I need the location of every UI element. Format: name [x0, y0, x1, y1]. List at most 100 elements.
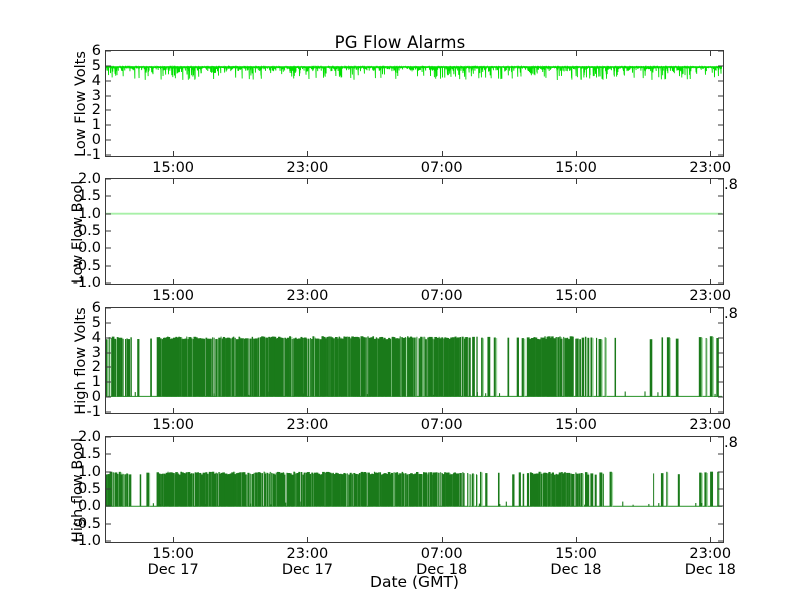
panel-1-x-tick-mark — [307, 51, 309, 56]
panel-3-y-tick-label: 0 — [91, 388, 101, 405]
panel-4-y-tick-mark — [718, 436, 723, 438]
chart-title: PG Flow Alarms — [334, 33, 466, 52]
panel-4-edge-label: .8 — [724, 435, 738, 451]
panel-2-x-tick-mark — [710, 279, 712, 284]
panel-2-y-tick-mark — [106, 265, 111, 267]
panel-1-y-tick-mark — [106, 95, 111, 97]
panel-3-y-tick-mark — [106, 366, 111, 368]
panel-2-y-tick-mark — [106, 178, 111, 180]
panel-1-y-tick-mark — [106, 65, 111, 67]
panel-2-y-tick-mark — [106, 282, 111, 284]
panel-1-x-tick-mark — [710, 51, 712, 56]
panel-1-y-tick-mark — [106, 109, 111, 111]
panel-4-y-tick-label: 1.0 — [77, 463, 101, 480]
panel-4-x-tick-mark — [441, 537, 443, 542]
panel-2-y-tick-label: 1.5 — [77, 188, 101, 205]
panel-4-y-tick-mark — [718, 540, 723, 542]
panel-2-y-tick-label: 0.5 — [77, 222, 101, 239]
panel-4-x-tick-mark — [307, 437, 309, 442]
panel-1-y-tick-mark — [718, 124, 723, 126]
panel-3-x-tick-label: 15:00 — [555, 417, 597, 433]
panel-3-x-tick-mark — [441, 408, 443, 413]
panel-1-x-tick-label: 15:00 — [152, 160, 195, 176]
panel-2-x-tick-mark — [575, 279, 577, 284]
panel-4-y-tick-mark — [106, 505, 111, 507]
panel-1-y-tick-mark — [718, 95, 723, 97]
panel-2-y-tick-mark — [718, 213, 723, 215]
panel-3-y-tick-mark — [718, 396, 723, 398]
panel-2-x-tick-label: 15:00 — [555, 288, 597, 304]
panel-1-y-tick-label: 5 — [91, 57, 101, 74]
panel-1-x-tick-mark — [710, 151, 712, 156]
panel-high-flow-volts: .8 6 5 4 3 2 1 0 -1 15:00 23:00 07:00 15:00 23:00 — [87, 301, 738, 433]
panel-2-x-tick-label: 07:00 — [420, 288, 463, 304]
panel-4-x-tick-mark — [575, 537, 577, 542]
panel-4-x-tick-mark — [575, 437, 577, 442]
panel-4-x-tick-mark — [173, 537, 175, 542]
panel-2-y-tick-label: 2.0 — [77, 170, 101, 187]
panel-3-x-tick-mark — [173, 308, 175, 313]
panel-1-y-tick-mark — [718, 109, 723, 111]
panel-3-x-tick-mark — [575, 408, 577, 413]
panel-2-y-tick-mark — [718, 230, 723, 232]
panel-3-x-tick-mark — [307, 408, 309, 413]
panel-4-y-tick-mark — [718, 505, 723, 507]
panel-2-y-tick-mark — [106, 195, 111, 197]
low-flow-volts-trace — [106, 65, 722, 80]
panel-1-y-tick-label: 0 — [91, 131, 101, 148]
panel-2-x-tick-mark — [307, 179, 309, 184]
panel-3-y-tick-label: 1 — [91, 374, 101, 391]
panel-1-y-tick-mark — [718, 80, 723, 82]
panel-3-y-tick-label: -1 — [86, 403, 101, 420]
panel-3-y-tick-mark — [106, 396, 111, 398]
high-flow-volts-trace — [106, 336, 722, 397]
panel-3-y-tick-mark — [106, 352, 111, 354]
panel-4-y-tick-mark — [718, 453, 723, 455]
panel-2-y-tick-mark — [106, 230, 111, 232]
panel-1-y-tick-mark — [718, 154, 723, 156]
panel-4-y-tick-mark — [106, 453, 111, 455]
panel-3-y-tick-mark — [718, 352, 723, 354]
panel-2-y-tick-label: 0.0 — [77, 240, 101, 257]
panel-1-x-tick-label: 23:00 — [689, 160, 732, 176]
panel-4-y-tick-label: -1.0 — [72, 532, 101, 549]
panel-4-y-tick-mark — [106, 523, 111, 525]
high-flow-bool-trace — [106, 471, 722, 507]
low-flow-bool-trace — [106, 212, 722, 215]
panel-1-y-tick-mark — [106, 124, 111, 126]
panel-2-x-tick-mark — [307, 279, 309, 284]
panel-4-y-tick-label: 1.5 — [77, 446, 101, 463]
panel-4-y-tick-mark — [106, 436, 111, 438]
panel-3-y-tick-label: 2 — [91, 359, 101, 376]
panel-4-x-tick-mark — [441, 437, 443, 442]
panel-2-y-tick-mark — [718, 247, 723, 249]
panel-2-x-tick-mark — [441, 279, 443, 284]
panel-1-x-tick-mark — [575, 51, 577, 56]
panel-2-x-tick-label: 23:00 — [689, 288, 732, 304]
panel-low-flow-volts: 6 5 4 3 2 1 0 -1 15:00 23:00 07:00 15:00 23:00 — [87, 44, 732, 176]
x-tick-date: Dec 18 — [684, 562, 736, 579]
panel-2-x-tick-mark — [173, 279, 175, 284]
panel-1-y-tick-mark — [718, 50, 723, 52]
panel-4-x-tick-mark — [710, 537, 712, 542]
panel-3-x-tick-label: 23:00 — [689, 417, 732, 433]
panel-1-y-tick-label: -1 — [86, 146, 101, 163]
panel-1-y-tick-label: 1 — [91, 117, 101, 134]
panel-4-y-tick-mark — [718, 471, 723, 473]
panel-3-x-tick-mark — [710, 308, 712, 313]
panel-4-x-tick-label: 15:00 Dec 18 — [550, 546, 602, 579]
panel-4-y-tick-label: 0.5 — [77, 480, 101, 497]
x-tick-date: Dec 18 — [550, 562, 602, 579]
panel-3-plot-area — [106, 308, 723, 413]
panel-2-x-tick-mark — [710, 179, 712, 184]
panel-4-plot-area — [106, 437, 723, 542]
panel-4-y-tick-label: 0.0 — [77, 498, 101, 515]
panel-3-y-tick-label: 4 — [91, 329, 101, 346]
panel-3-y-tick-mark — [106, 411, 111, 413]
panel-2-edge-label: .8 — [724, 177, 738, 193]
panel-3-x-tick-label: 23:00 — [286, 417, 329, 433]
panel-2-x-tick-mark — [575, 179, 577, 184]
panel-2-y-tick-label: -0.5 — [72, 257, 101, 274]
panel-3-y-tick-mark — [106, 337, 111, 339]
